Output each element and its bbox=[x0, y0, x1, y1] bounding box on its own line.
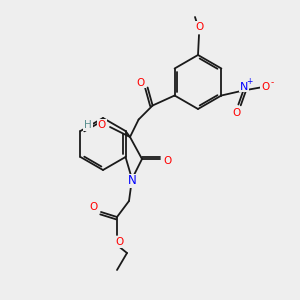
Text: O: O bbox=[136, 77, 145, 88]
Text: O: O bbox=[90, 202, 98, 212]
Text: O: O bbox=[115, 237, 123, 247]
Text: N: N bbox=[128, 175, 136, 188]
Text: +: + bbox=[246, 77, 253, 86]
Text: O: O bbox=[196, 22, 204, 32]
Text: O: O bbox=[261, 82, 269, 92]
Text: N: N bbox=[240, 82, 249, 92]
Text: O: O bbox=[98, 120, 106, 130]
Text: O: O bbox=[163, 156, 171, 166]
Text: -: - bbox=[271, 78, 274, 87]
Text: H: H bbox=[84, 120, 92, 130]
Text: O: O bbox=[232, 107, 241, 118]
